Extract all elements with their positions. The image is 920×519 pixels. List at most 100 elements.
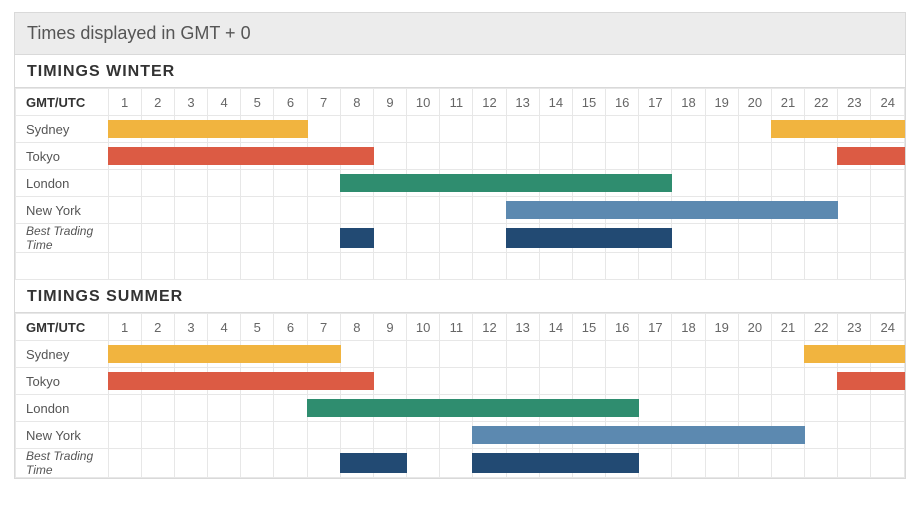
cell-best-1 bbox=[108, 449, 141, 478]
cell-best-22 bbox=[805, 224, 838, 253]
cell-best-17 bbox=[639, 224, 672, 253]
cell-new_york-4 bbox=[208, 197, 241, 224]
cell-sydney-2 bbox=[141, 116, 174, 143]
cell-london-2 bbox=[141, 170, 174, 197]
hour-head-22: 22 bbox=[805, 89, 838, 116]
cell-london-11 bbox=[440, 395, 473, 422]
cell-tokyo-19 bbox=[705, 143, 738, 170]
row-label-best: Best Trading Time bbox=[16, 449, 109, 478]
cell-london-3 bbox=[174, 395, 207, 422]
cell-tokyo-23 bbox=[838, 143, 871, 170]
cell-london-10 bbox=[407, 395, 440, 422]
cell-best-1 bbox=[108, 224, 141, 253]
bar-tokyo bbox=[307, 147, 341, 165]
bar-tokyo bbox=[174, 147, 208, 165]
cell-best-18 bbox=[672, 449, 705, 478]
cell-london-9 bbox=[373, 395, 406, 422]
hour-head-7: 7 bbox=[307, 314, 340, 341]
cell-best-11 bbox=[440, 449, 473, 478]
bar-new_york bbox=[638, 426, 672, 444]
cell-sydney-23 bbox=[838, 116, 871, 143]
cell-sydney-9 bbox=[373, 341, 406, 368]
cell-sydney-5 bbox=[241, 116, 274, 143]
hour-head-3: 3 bbox=[174, 89, 207, 116]
cell-sydney-18 bbox=[672, 341, 705, 368]
row-label-london: London bbox=[16, 170, 109, 197]
hour-head-2: 2 bbox=[141, 314, 174, 341]
cell-sydney-11 bbox=[440, 116, 473, 143]
cell-best-4 bbox=[208, 449, 241, 478]
cell-london-7 bbox=[307, 395, 340, 422]
bar-best bbox=[506, 453, 540, 473]
cell-best-14 bbox=[539, 449, 572, 478]
cell-london-16 bbox=[606, 395, 639, 422]
row-label-new_york: New York bbox=[16, 422, 109, 449]
bar-new_york bbox=[472, 426, 506, 444]
cell-best-7 bbox=[307, 449, 340, 478]
cell-sydney-22 bbox=[805, 341, 838, 368]
bar-tokyo bbox=[273, 372, 307, 390]
bar-best bbox=[572, 228, 606, 248]
hour-head-4: 4 bbox=[208, 314, 241, 341]
bar-new_york bbox=[804, 201, 838, 219]
cell-sydney-2 bbox=[141, 341, 174, 368]
cell-sydney-24 bbox=[871, 116, 905, 143]
bar-best bbox=[638, 228, 672, 248]
cell-sydney-1 bbox=[108, 341, 141, 368]
panel-header: Times displayed in GMT + 0 bbox=[15, 13, 905, 55]
cell-london-2 bbox=[141, 395, 174, 422]
cell-tokyo-22 bbox=[805, 368, 838, 395]
row-best: Best Trading Time bbox=[16, 449, 905, 478]
hour-head-16: 16 bbox=[606, 314, 639, 341]
bar-tokyo bbox=[174, 372, 208, 390]
cell-tokyo-1 bbox=[108, 368, 141, 395]
cell-london-5 bbox=[241, 170, 274, 197]
cell-new_york-10 bbox=[407, 197, 440, 224]
bar-best bbox=[539, 228, 573, 248]
cell-sydney-21 bbox=[771, 116, 804, 143]
cell-best-8 bbox=[340, 449, 373, 478]
cell-sydney-18 bbox=[672, 116, 705, 143]
cell-london-1 bbox=[108, 395, 141, 422]
cell-best-12 bbox=[473, 224, 506, 253]
hour-head-13: 13 bbox=[506, 314, 539, 341]
bar-london bbox=[539, 399, 573, 417]
cell-london-19 bbox=[705, 395, 738, 422]
cell-new_york-21 bbox=[771, 422, 804, 449]
cell-tokyo-21 bbox=[771, 143, 804, 170]
cell-tokyo-12 bbox=[473, 143, 506, 170]
cell-new_york-11 bbox=[440, 197, 473, 224]
cell-london-6 bbox=[274, 170, 307, 197]
cell-tokyo-8 bbox=[340, 368, 373, 395]
cell-new_york-15 bbox=[572, 422, 605, 449]
hour-head-24: 24 bbox=[871, 89, 905, 116]
cell-sydney-22 bbox=[805, 116, 838, 143]
hour-head-11: 11 bbox=[440, 89, 473, 116]
cell-new_york-7 bbox=[307, 422, 340, 449]
cell-tokyo-22 bbox=[805, 143, 838, 170]
bar-new_york bbox=[605, 426, 639, 444]
section-title: TIMINGS SUMMER bbox=[15, 280, 905, 313]
bar-london bbox=[340, 399, 374, 417]
cell-london-24 bbox=[871, 170, 905, 197]
cell-tokyo-13 bbox=[506, 143, 539, 170]
bar-sydney bbox=[771, 120, 805, 138]
cell-new_york-9 bbox=[373, 197, 406, 224]
cell-tokyo-21 bbox=[771, 368, 804, 395]
hour-head-4: 4 bbox=[208, 89, 241, 116]
cell-sydney-4 bbox=[208, 116, 241, 143]
cell-best-24 bbox=[871, 449, 905, 478]
cell-best-2 bbox=[141, 449, 174, 478]
cell-tokyo-4 bbox=[208, 368, 241, 395]
cell-tokyo-9 bbox=[373, 368, 406, 395]
cell-new_york-6 bbox=[274, 422, 307, 449]
cell-new_york-1 bbox=[108, 422, 141, 449]
cell-sydney-15 bbox=[572, 341, 605, 368]
cell-london-20 bbox=[738, 395, 771, 422]
bar-london bbox=[406, 399, 440, 417]
bar-best bbox=[472, 453, 506, 473]
cell-sydney-3 bbox=[174, 341, 207, 368]
cell-tokyo-5 bbox=[241, 368, 274, 395]
cell-new_york-18 bbox=[672, 197, 705, 224]
bar-tokyo bbox=[108, 372, 142, 390]
